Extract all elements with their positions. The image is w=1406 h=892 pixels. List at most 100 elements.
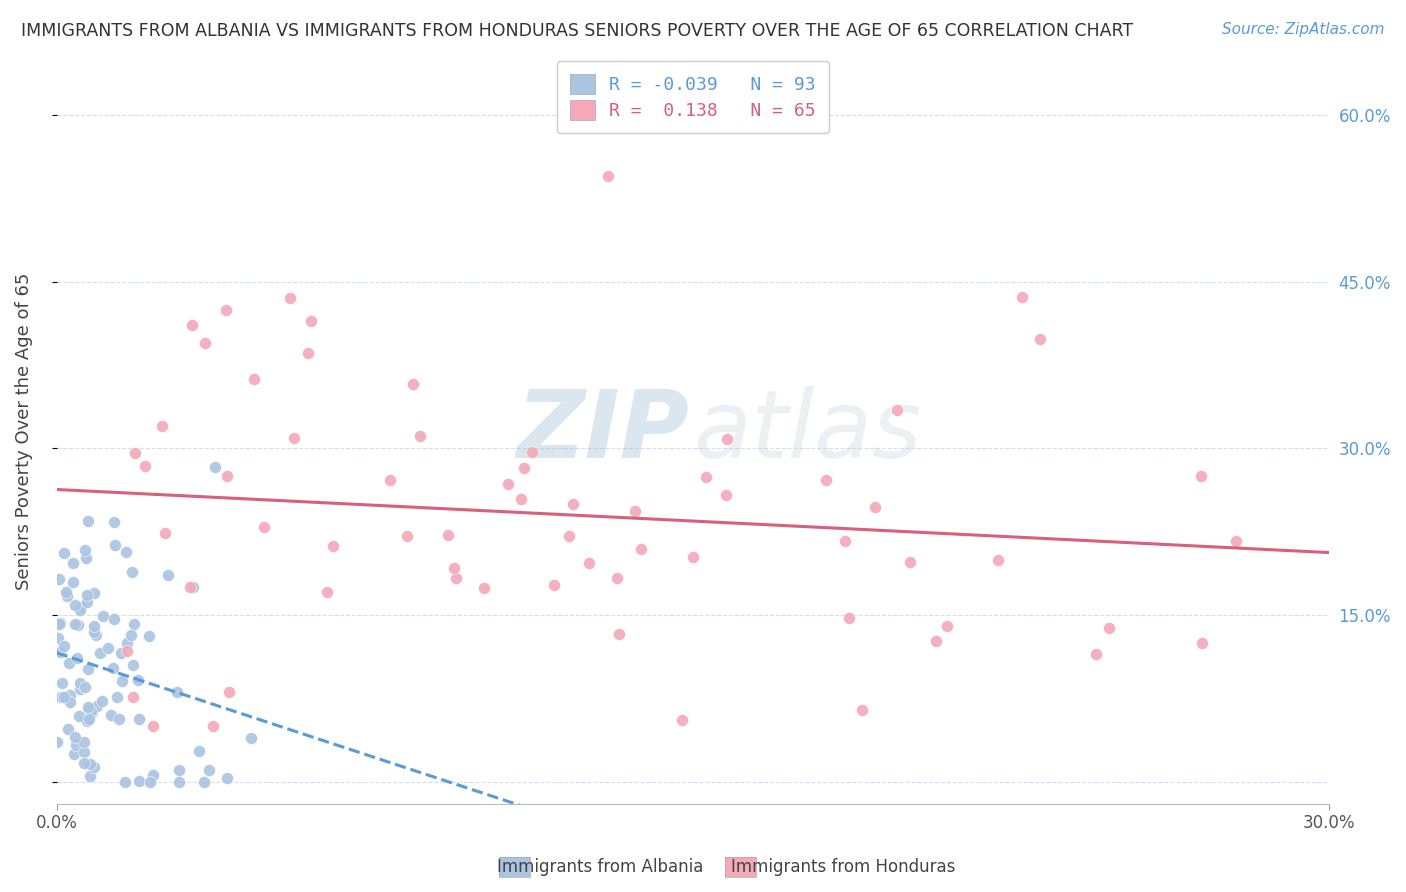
Point bbox=[215, 469, 238, 483]
Point bbox=[128, 774, 150, 789]
Point bbox=[120, 627, 142, 641]
Point bbox=[242, 372, 264, 386]
Point bbox=[714, 488, 737, 502]
Point bbox=[100, 708, 122, 723]
Point bbox=[278, 292, 301, 306]
Point bbox=[84, 627, 107, 641]
Point bbox=[63, 747, 86, 762]
Point bbox=[73, 681, 96, 695]
Text: Immigrants from Honduras: Immigrants from Honduras bbox=[731, 858, 956, 876]
Point bbox=[166, 685, 188, 699]
Point bbox=[69, 603, 91, 617]
Point bbox=[380, 473, 402, 487]
Point bbox=[58, 656, 80, 670]
Point bbox=[138, 629, 160, 643]
Point bbox=[122, 657, 145, 672]
Point bbox=[1191, 636, 1213, 650]
Point bbox=[115, 635, 138, 649]
Point bbox=[51, 676, 73, 690]
Point bbox=[472, 581, 495, 595]
Point bbox=[316, 584, 339, 599]
Point bbox=[409, 429, 432, 443]
Point bbox=[814, 473, 837, 487]
Point bbox=[321, 539, 343, 553]
Point bbox=[695, 470, 717, 484]
Point bbox=[97, 640, 120, 655]
Point bbox=[898, 555, 921, 569]
Point bbox=[83, 760, 105, 774]
Point bbox=[73, 735, 96, 749]
Point bbox=[115, 644, 138, 658]
Point bbox=[77, 712, 100, 726]
Point bbox=[142, 768, 165, 782]
Point bbox=[198, 763, 221, 777]
Point bbox=[89, 646, 111, 660]
Point bbox=[121, 566, 143, 580]
Point bbox=[167, 764, 190, 778]
Point bbox=[65, 598, 87, 612]
Point bbox=[436, 528, 458, 542]
Text: Immigrants from Albania: Immigrants from Albania bbox=[496, 858, 703, 876]
Point bbox=[401, 376, 423, 391]
Point bbox=[46, 631, 69, 645]
Point bbox=[167, 774, 190, 789]
Point bbox=[838, 610, 860, 624]
Point bbox=[444, 571, 467, 585]
Point bbox=[671, 714, 693, 728]
Point bbox=[936, 618, 959, 632]
Point bbox=[443, 561, 465, 575]
Point bbox=[77, 700, 100, 714]
Point bbox=[55, 589, 77, 603]
Point bbox=[76, 714, 98, 729]
Point bbox=[83, 619, 105, 633]
Point bbox=[509, 491, 531, 506]
Point bbox=[1084, 647, 1107, 661]
Point bbox=[79, 756, 101, 771]
Point bbox=[134, 459, 156, 474]
Point bbox=[77, 703, 100, 717]
Point bbox=[139, 774, 162, 789]
Point bbox=[886, 402, 908, 417]
Point bbox=[1225, 534, 1247, 549]
Point bbox=[73, 745, 96, 759]
Legend: R = -0.039   N = 93, R =  0.138   N = 65: R = -0.039 N = 93, R = 0.138 N = 65 bbox=[557, 62, 828, 133]
Point bbox=[114, 774, 136, 789]
Point bbox=[561, 497, 583, 511]
Point bbox=[396, 529, 419, 543]
Point bbox=[623, 504, 645, 518]
Point bbox=[69, 682, 91, 697]
Point bbox=[253, 519, 276, 533]
Point bbox=[193, 774, 215, 789]
Point bbox=[498, 477, 520, 491]
Point bbox=[80, 706, 103, 720]
Point bbox=[48, 572, 70, 586]
Point bbox=[142, 719, 165, 733]
Point bbox=[101, 661, 124, 675]
Point bbox=[55, 584, 77, 599]
Point bbox=[1189, 469, 1212, 483]
Point bbox=[127, 673, 149, 687]
Point bbox=[152, 419, 174, 434]
Point bbox=[62, 556, 84, 570]
Point bbox=[59, 688, 82, 702]
Point bbox=[716, 432, 738, 446]
Point bbox=[105, 690, 128, 704]
Point bbox=[75, 550, 97, 565]
Point bbox=[59, 695, 82, 709]
Point bbox=[63, 616, 86, 631]
Point bbox=[91, 694, 114, 708]
Point bbox=[49, 645, 72, 659]
Point bbox=[48, 617, 70, 632]
Point bbox=[179, 580, 201, 594]
Point bbox=[283, 431, 305, 445]
Point bbox=[62, 574, 84, 589]
Point bbox=[987, 553, 1010, 567]
Point bbox=[65, 738, 87, 752]
Point bbox=[155, 526, 177, 541]
Point bbox=[77, 514, 100, 528]
Point bbox=[204, 460, 226, 475]
Point bbox=[181, 318, 204, 332]
Point bbox=[76, 595, 98, 609]
Point bbox=[188, 744, 211, 758]
Point bbox=[513, 461, 536, 475]
